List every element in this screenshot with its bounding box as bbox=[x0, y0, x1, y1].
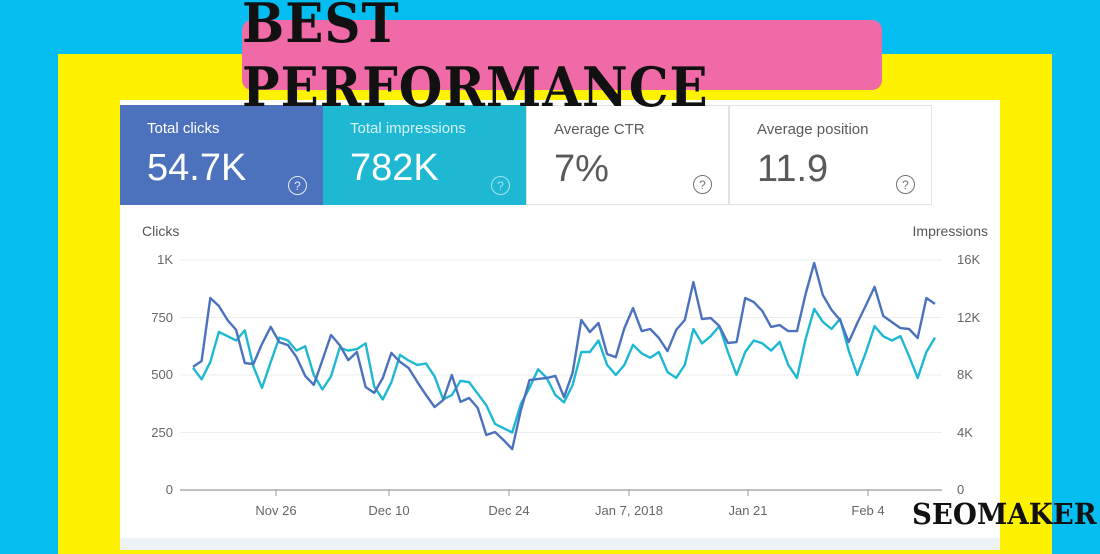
metric-value: 7% bbox=[554, 148, 609, 190]
y-tick-left: 1K bbox=[157, 252, 173, 267]
y-tick-left: 750 bbox=[151, 309, 173, 325]
y-tick-right: 12K bbox=[957, 309, 981, 325]
title-banner: BEST PERFORMANCE bbox=[242, 0, 882, 119]
y-tick-left: 0 bbox=[165, 482, 173, 497]
x-tick-label: Jan 7, 2018 bbox=[595, 503, 663, 518]
metric-tiles: Total clicks 54.7K ? Total impressions 7… bbox=[120, 105, 932, 205]
x-tick-label: Jan 21 bbox=[728, 503, 768, 518]
metric-average-position[interactable]: Average position 11.9 ? bbox=[729, 105, 932, 205]
y-tick-right: 0 bbox=[957, 482, 965, 497]
x-tick-label: Dec 10 bbox=[368, 503, 410, 518]
clicks-line[interactable] bbox=[192, 261, 936, 451]
metric-value: 782K bbox=[350, 147, 439, 189]
y-tick-right: 8K bbox=[957, 367, 973, 382]
metric-label: Total clicks bbox=[147, 120, 220, 137]
question-circle-icon[interactable]: ? bbox=[693, 175, 712, 194]
card-footer bbox=[120, 538, 1000, 550]
left-axis-title: Clicks bbox=[142, 223, 180, 239]
banner-title: BEST PERFORMANCE bbox=[242, 0, 709, 119]
metric-value: 11.9 bbox=[757, 148, 829, 190]
right-axis-title: Impressions bbox=[912, 223, 988, 239]
question-circle-icon[interactable]: ? bbox=[896, 175, 915, 194]
metric-label: Total impressions bbox=[350, 120, 466, 137]
metric-label: Average position bbox=[757, 121, 869, 138]
y-tick-right: 16K bbox=[957, 252, 981, 267]
question-circle-icon[interactable]: ? bbox=[288, 176, 307, 195]
question-circle-icon[interactable]: ? bbox=[491, 176, 510, 195]
metric-value: 54.7K bbox=[147, 147, 247, 189]
impressions-line[interactable] bbox=[192, 307, 937, 434]
performance-card: Total clicks 54.7K ? Total impressions 7… bbox=[120, 100, 1000, 550]
x-tick-label: Nov 26 bbox=[255, 503, 297, 518]
seomaker-watermark: SEOMAKER bbox=[912, 497, 1097, 531]
y-tick-right: 4K bbox=[957, 424, 973, 440]
performance-line-chart[interactable] bbox=[120, 100, 1000, 540]
y-tick-left: 250 bbox=[151, 424, 173, 440]
metric-label: Average CTR bbox=[554, 121, 645, 138]
x-tick-label: Feb 4 bbox=[851, 503, 885, 518]
y-tick-left: 500 bbox=[151, 367, 173, 382]
x-tick-label: Dec 24 bbox=[488, 503, 530, 518]
metric-total-clicks[interactable]: Total clicks 54.7K ? bbox=[120, 105, 323, 205]
metric-average-ctr[interactable]: Average CTR 7% ? bbox=[526, 105, 729, 205]
metric-total-impressions[interactable]: Total impressions 782K ? bbox=[323, 105, 526, 205]
